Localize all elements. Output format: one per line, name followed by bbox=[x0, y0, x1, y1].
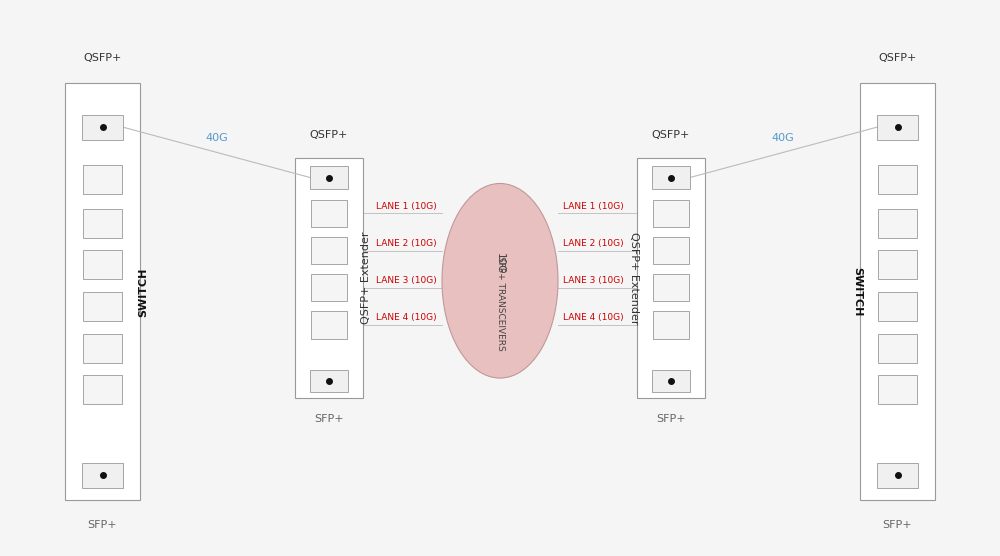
Bar bbox=[652, 370, 690, 392]
Bar bbox=[83, 292, 122, 321]
Text: QSFP+: QSFP+ bbox=[878, 53, 917, 63]
Text: LANE 1 (10G): LANE 1 (10G) bbox=[563, 202, 624, 211]
Bar bbox=[878, 334, 917, 363]
Bar bbox=[310, 370, 348, 392]
Text: QSFP+: QSFP+ bbox=[310, 130, 348, 140]
Bar bbox=[860, 83, 935, 500]
Text: SFP+ TRANSCEIVERS: SFP+ TRANSCEIVERS bbox=[496, 256, 505, 350]
Bar bbox=[878, 165, 917, 194]
Bar bbox=[83, 208, 122, 237]
Bar bbox=[877, 115, 918, 140]
Text: 40G: 40G bbox=[772, 133, 795, 143]
Bar bbox=[311, 200, 347, 227]
Bar bbox=[295, 158, 363, 398]
Bar bbox=[82, 463, 123, 488]
Ellipse shape bbox=[442, 183, 558, 378]
Bar bbox=[878, 250, 917, 279]
Text: 10G: 10G bbox=[495, 254, 505, 275]
Bar bbox=[311, 311, 347, 339]
Text: LANE 3 (10G): LANE 3 (10G) bbox=[376, 276, 437, 285]
Text: SWITCH: SWITCH bbox=[138, 267, 148, 316]
Bar bbox=[83, 375, 122, 404]
Bar bbox=[83, 165, 122, 194]
Bar bbox=[878, 375, 917, 404]
Bar bbox=[311, 274, 347, 301]
Bar bbox=[82, 115, 123, 140]
Text: SFP+: SFP+ bbox=[314, 414, 344, 424]
Bar bbox=[653, 311, 689, 339]
Text: SFP+: SFP+ bbox=[88, 520, 117, 530]
Bar bbox=[311, 237, 347, 265]
Text: LANE 2 (10G): LANE 2 (10G) bbox=[376, 239, 437, 249]
Bar bbox=[652, 166, 690, 188]
Text: 40G: 40G bbox=[205, 133, 228, 143]
Bar bbox=[637, 158, 705, 398]
Bar bbox=[878, 292, 917, 321]
Text: QSFP+: QSFP+ bbox=[652, 130, 690, 140]
Bar bbox=[83, 334, 122, 363]
Text: LANE 3 (10G): LANE 3 (10G) bbox=[563, 276, 624, 285]
Bar bbox=[653, 200, 689, 227]
Text: LANE 4 (10G): LANE 4 (10G) bbox=[376, 314, 437, 322]
Text: QSFP+ Extender: QSFP+ Extender bbox=[361, 232, 371, 324]
Text: SFP+: SFP+ bbox=[883, 520, 912, 530]
Text: QSFP+ Extender: QSFP+ Extender bbox=[629, 232, 639, 324]
Bar bbox=[65, 83, 140, 500]
Text: LANE 1 (10G): LANE 1 (10G) bbox=[376, 202, 437, 211]
Bar bbox=[310, 166, 348, 188]
Text: LANE 2 (10G): LANE 2 (10G) bbox=[563, 239, 624, 249]
Bar bbox=[653, 237, 689, 265]
Text: SFP+: SFP+ bbox=[656, 414, 686, 424]
Bar bbox=[878, 208, 917, 237]
Text: QSFP+: QSFP+ bbox=[83, 53, 122, 63]
Bar bbox=[877, 463, 918, 488]
Bar bbox=[83, 250, 122, 279]
Text: LANE 4 (10G): LANE 4 (10G) bbox=[563, 314, 624, 322]
Bar bbox=[653, 274, 689, 301]
Text: SWITCH: SWITCH bbox=[852, 267, 862, 316]
